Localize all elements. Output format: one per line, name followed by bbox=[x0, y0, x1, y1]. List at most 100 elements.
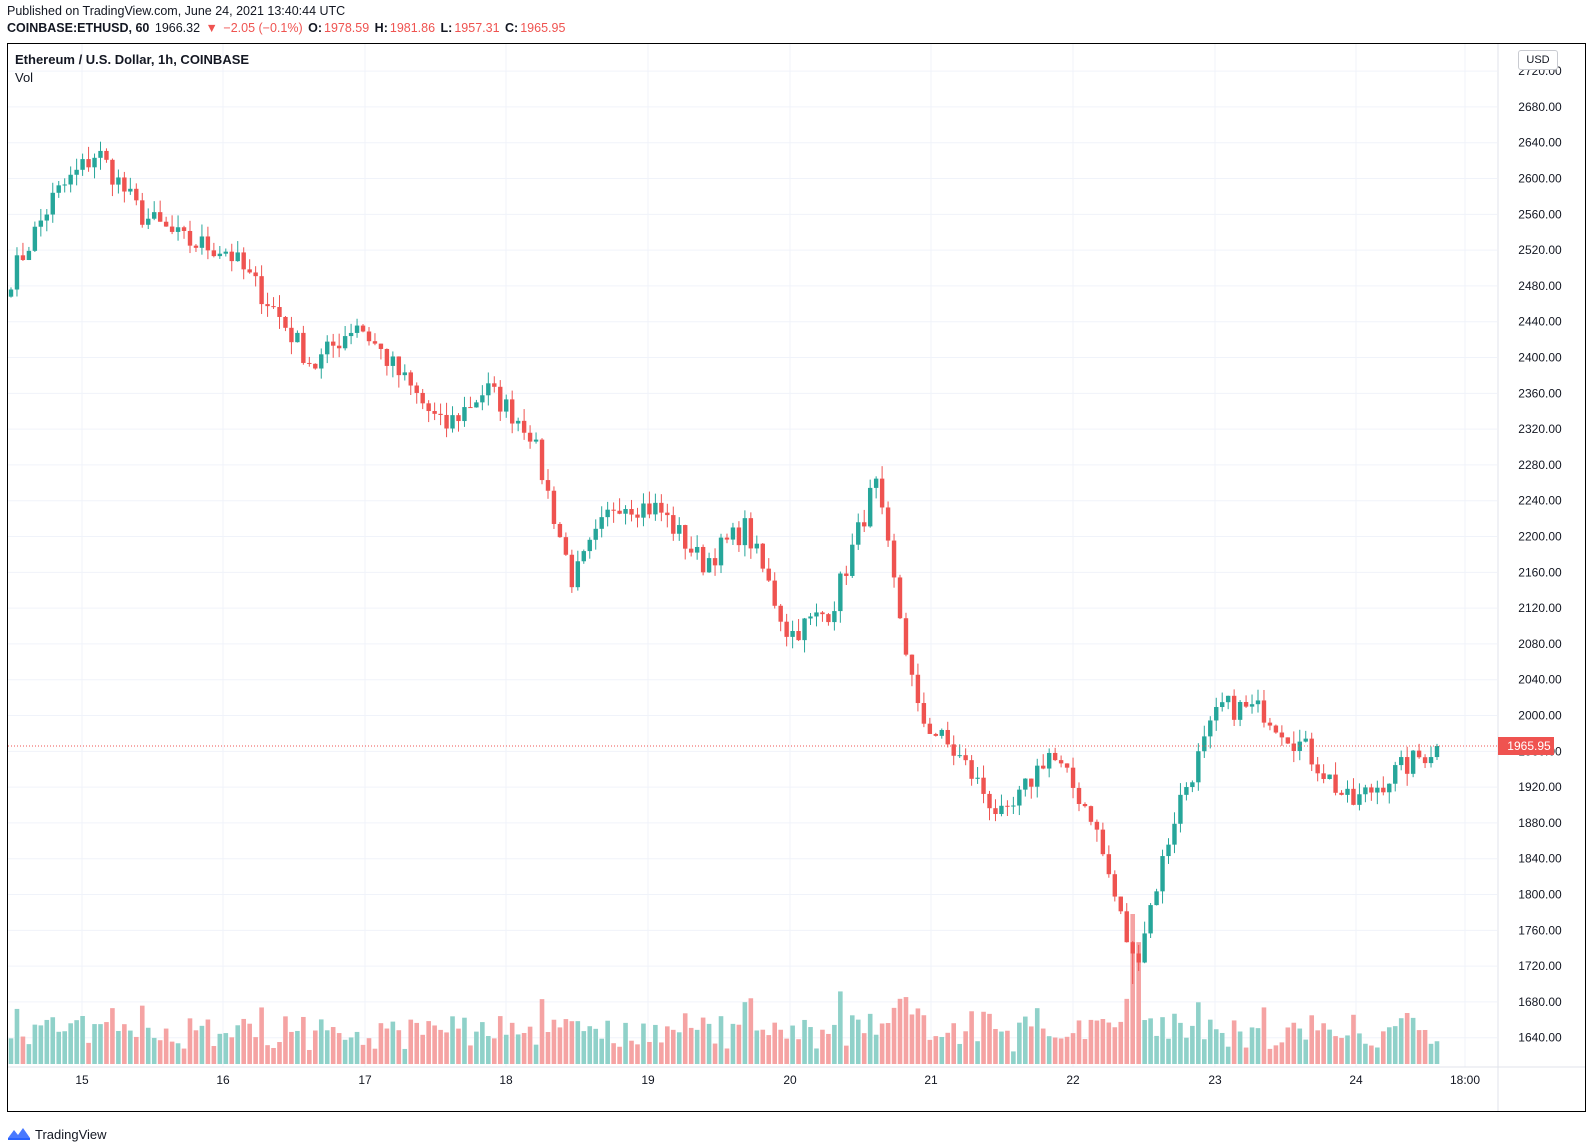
candle-body bbox=[1255, 700, 1261, 705]
candle-body bbox=[1416, 750, 1422, 758]
y-tick-label: 1840.00 bbox=[1518, 852, 1562, 866]
volume-bar bbox=[86, 1042, 91, 1064]
candle-body bbox=[289, 327, 294, 343]
volume-bar bbox=[1184, 1037, 1189, 1064]
candle-body bbox=[1124, 911, 1129, 943]
candle-body bbox=[235, 252, 240, 262]
candle-body bbox=[665, 512, 670, 516]
candle-body bbox=[1243, 701, 1249, 707]
candle-body bbox=[1196, 751, 1201, 783]
volume-bar bbox=[1333, 1036, 1338, 1064]
volume-bar bbox=[277, 1042, 282, 1064]
volume-bar bbox=[706, 1023, 712, 1064]
volume-bar bbox=[682, 1013, 688, 1064]
candle-body bbox=[784, 621, 789, 637]
candle-body bbox=[1387, 783, 1392, 793]
volume-bar bbox=[139, 1005, 145, 1064]
candle-body bbox=[1214, 707, 1219, 721]
candle-body bbox=[521, 420, 527, 433]
candle-body bbox=[163, 221, 169, 227]
candle-body bbox=[1267, 722, 1273, 726]
currency-button[interactable]: USD bbox=[1518, 50, 1558, 70]
candle-body bbox=[724, 537, 730, 540]
y-tick-label: 2040.00 bbox=[1518, 673, 1562, 687]
volume-bar bbox=[92, 1024, 97, 1064]
volume-bar bbox=[1386, 1027, 1392, 1064]
volume-bar bbox=[259, 1007, 264, 1064]
candle-body bbox=[802, 618, 807, 641]
y-tick-label: 2520.00 bbox=[1518, 243, 1562, 257]
chart-frame[interactable] bbox=[7, 43, 1586, 1112]
candle-body bbox=[116, 177, 121, 185]
volume-bar bbox=[1100, 1019, 1106, 1064]
volume-bar bbox=[1094, 1020, 1100, 1064]
volume-bar bbox=[688, 1027, 694, 1064]
volume-bar bbox=[217, 1033, 223, 1064]
y-tick-label: 2320.00 bbox=[1518, 422, 1562, 436]
candle-body bbox=[957, 755, 962, 757]
volume-bar bbox=[1273, 1045, 1279, 1064]
candle-body bbox=[671, 515, 676, 534]
symbol-label: COINBASE:ETHUSD, 60 bbox=[7, 21, 150, 35]
volume-bar bbox=[515, 1034, 521, 1064]
tradingview-logo-icon bbox=[7, 1125, 31, 1144]
candle-body bbox=[199, 236, 205, 248]
volume-bar bbox=[1166, 1038, 1171, 1064]
low-value: 1957.31 bbox=[454, 21, 500, 35]
volume-bar bbox=[921, 1015, 927, 1064]
candle-body bbox=[891, 540, 897, 578]
volume-bar bbox=[312, 1030, 318, 1064]
candle-body bbox=[569, 554, 575, 588]
volume-bar bbox=[133, 1036, 139, 1064]
volume-bar bbox=[975, 1041, 980, 1064]
candle-body bbox=[838, 573, 843, 612]
candle-body bbox=[86, 159, 91, 168]
volume-bar bbox=[766, 1035, 772, 1064]
volume-bar bbox=[116, 1030, 121, 1064]
low-label: L: bbox=[440, 21, 453, 35]
candle-body bbox=[605, 509, 610, 518]
volume-bar bbox=[903, 997, 909, 1064]
volume-bar bbox=[128, 1030, 133, 1064]
candle-body bbox=[647, 503, 652, 515]
candle-body bbox=[223, 251, 228, 254]
volume-bar bbox=[497, 1016, 503, 1064]
volume-bar bbox=[915, 1008, 921, 1064]
candle-body bbox=[754, 543, 760, 549]
volume-bar bbox=[1005, 1030, 1010, 1064]
volume-bar bbox=[951, 1023, 957, 1064]
candle-body bbox=[80, 159, 85, 170]
volume-bar bbox=[1315, 1030, 1320, 1064]
volume-bar bbox=[1309, 1015, 1315, 1064]
volume-bar bbox=[181, 1048, 187, 1064]
y-tick-label: 2600.00 bbox=[1518, 172, 1562, 186]
volume-bar bbox=[778, 1029, 783, 1064]
candle-body bbox=[820, 612, 825, 615]
volume-bar bbox=[414, 1022, 420, 1064]
candle-body bbox=[587, 539, 592, 552]
candle-body bbox=[462, 407, 467, 422]
volume-bar bbox=[820, 1029, 825, 1064]
volume-bar bbox=[1046, 1036, 1052, 1064]
candle-body bbox=[450, 415, 455, 429]
volume-bar bbox=[62, 1031, 67, 1064]
volume-bar bbox=[1422, 1029, 1428, 1064]
volume-bar bbox=[8, 1038, 14, 1064]
volume-bar bbox=[1028, 1026, 1034, 1064]
candle-body bbox=[181, 227, 187, 231]
candle-body bbox=[1315, 764, 1320, 774]
candle-body bbox=[211, 250, 217, 257]
candle-body bbox=[62, 184, 67, 186]
x-tick-label: 15 bbox=[75, 1073, 89, 1087]
volume-bar bbox=[229, 1037, 235, 1064]
volume-bar bbox=[438, 1029, 443, 1064]
candle-body bbox=[486, 383, 491, 396]
y-tick-label: 2400.00 bbox=[1518, 351, 1562, 365]
candle-body bbox=[325, 341, 330, 355]
candle-body bbox=[1309, 738, 1314, 765]
volume-bar bbox=[748, 998, 754, 1064]
volume-bar bbox=[26, 1044, 32, 1064]
candle-body bbox=[1029, 778, 1034, 787]
volume-bar bbox=[98, 1024, 103, 1064]
